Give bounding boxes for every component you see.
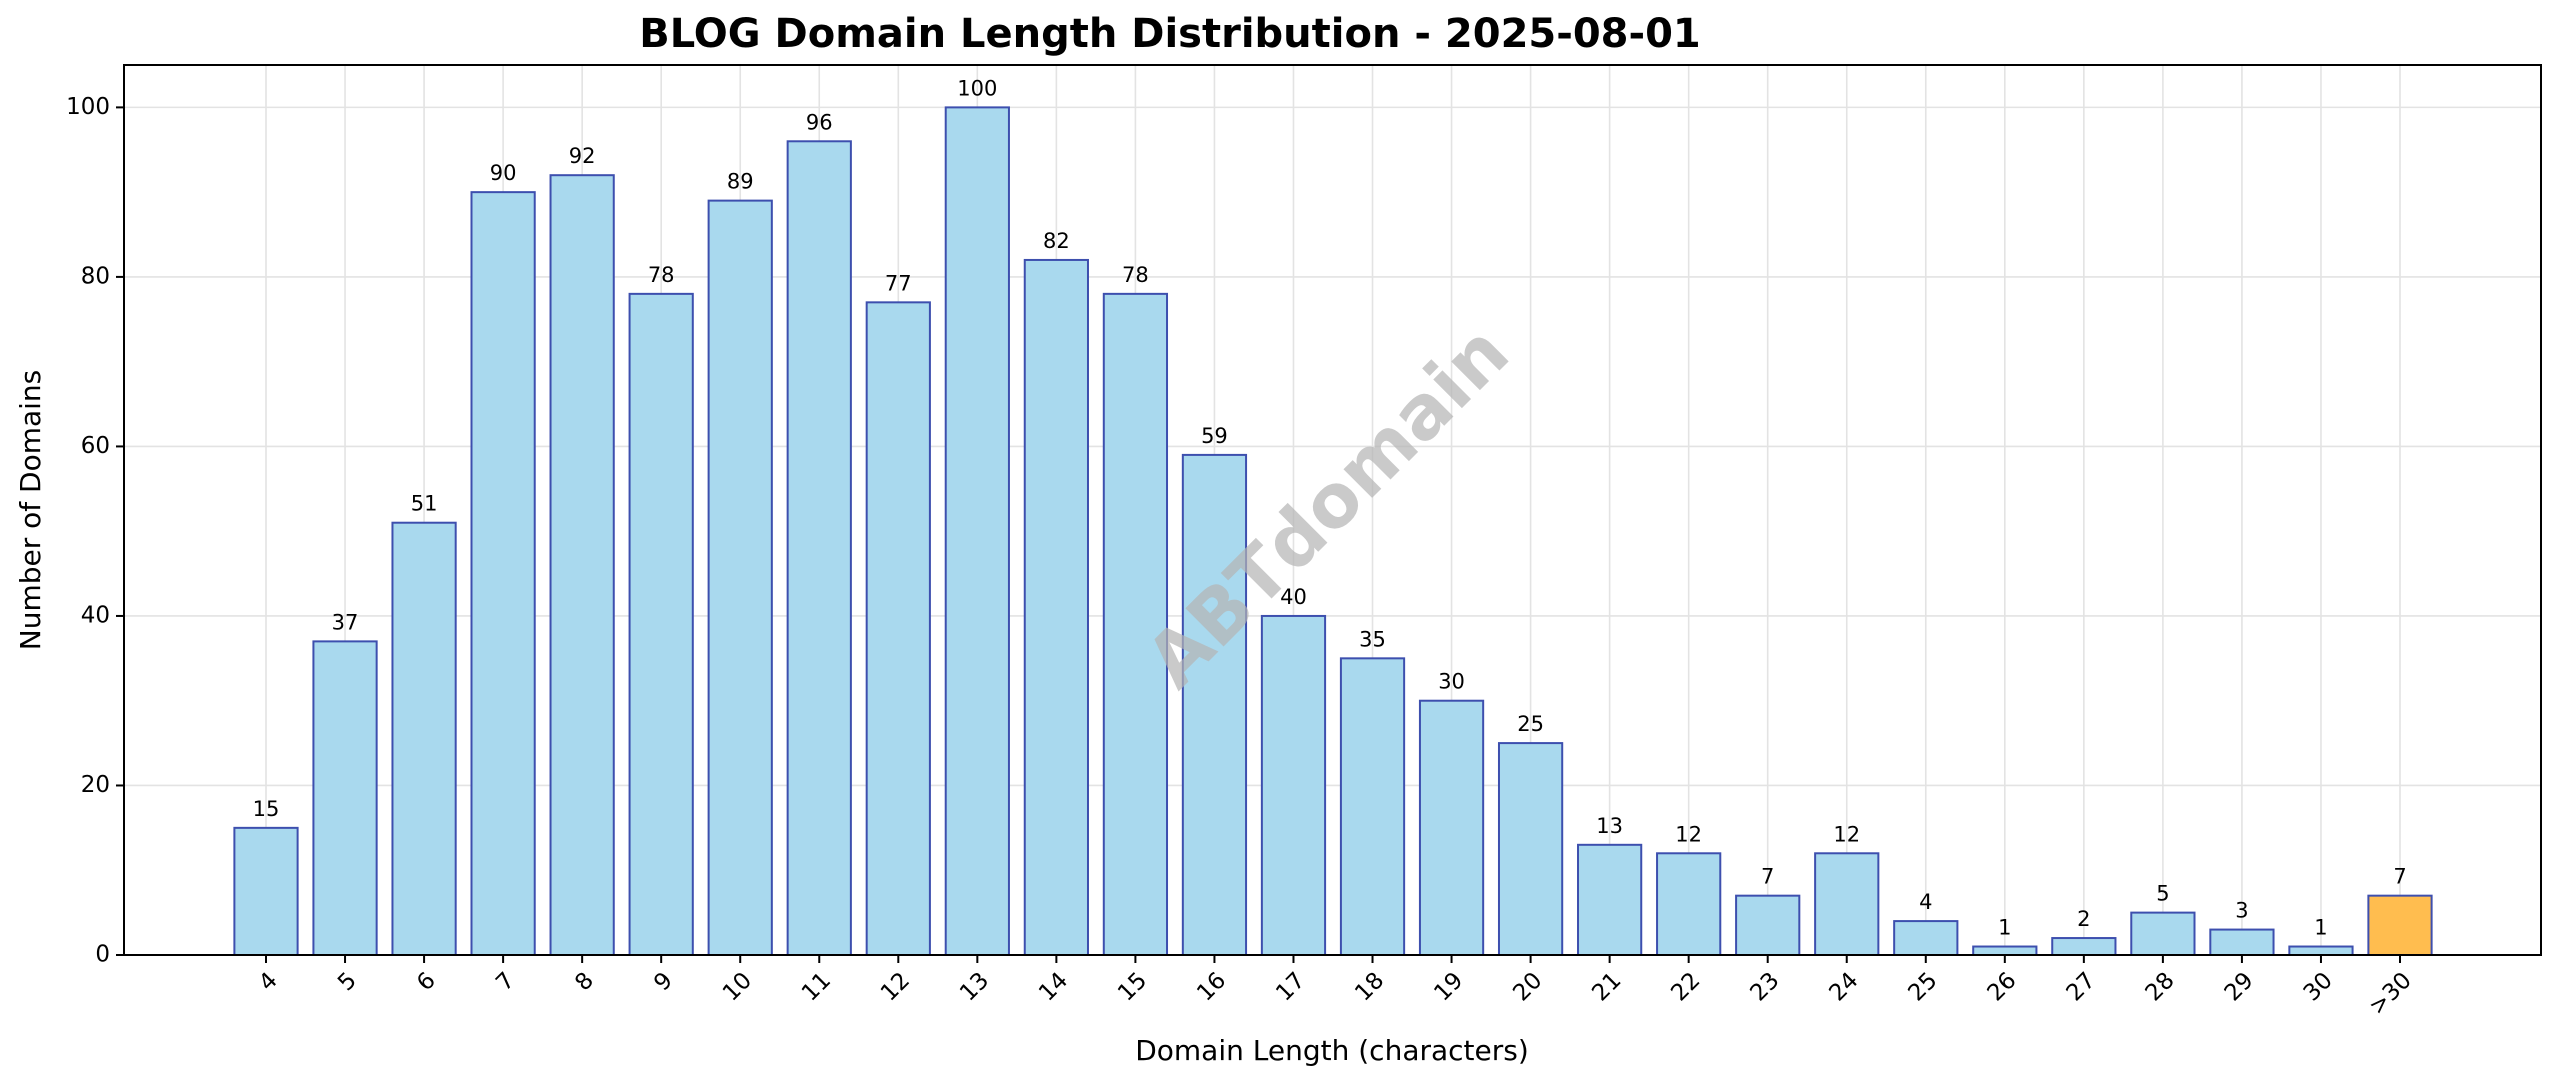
value-label: 59 bbox=[1201, 424, 1228, 448]
value-label: 30 bbox=[1438, 670, 1465, 694]
bar bbox=[1181, 453, 1248, 956]
axes-frame bbox=[123, 64, 2542, 956]
bars bbox=[233, 106, 2433, 957]
value-label: 51 bbox=[411, 492, 438, 516]
bar bbox=[1102, 292, 1169, 957]
value-label: 13 bbox=[1596, 814, 1623, 838]
bar bbox=[391, 521, 457, 956]
value-label: 89 bbox=[727, 170, 754, 194]
value-label: 3 bbox=[2235, 899, 2248, 923]
bar bbox=[2209, 928, 2275, 956]
bar bbox=[1339, 657, 1406, 956]
bar bbox=[1814, 852, 1880, 956]
bar bbox=[1972, 945, 2038, 956]
value-label: 12 bbox=[1833, 822, 1860, 846]
bar bbox=[233, 826, 299, 956]
value-label: 15 bbox=[253, 797, 280, 821]
value-label: 96 bbox=[806, 110, 833, 134]
bar bbox=[707, 199, 773, 957]
value-label: 77 bbox=[885, 271, 912, 295]
chart-title: BLOG Domain Length Distribution - 2025-0… bbox=[639, 11, 1701, 57]
value-label: 37 bbox=[332, 610, 359, 634]
y-tick-label: 20 bbox=[81, 772, 110, 798]
bar bbox=[549, 174, 615, 956]
bar bbox=[786, 140, 852, 957]
y-tick-label: 100 bbox=[66, 94, 110, 120]
value-label: 2 bbox=[2077, 907, 2090, 931]
value-label: 12 bbox=[1675, 822, 1702, 846]
y-tick-label: 60 bbox=[81, 433, 110, 459]
value-label: 7 bbox=[2393, 865, 2406, 889]
bar bbox=[628, 292, 694, 957]
y-tick-label: 80 bbox=[81, 263, 110, 289]
bar bbox=[1497, 742, 1564, 956]
bar bbox=[1577, 843, 1643, 956]
value-label: 1 bbox=[2314, 916, 2327, 940]
value-label: 82 bbox=[1043, 229, 1070, 253]
bar bbox=[2051, 937, 2117, 956]
value-label: 5 bbox=[2156, 882, 2169, 906]
bar bbox=[2367, 894, 2433, 957]
bar bbox=[944, 106, 1010, 956]
value-label: 25 bbox=[1517, 712, 1544, 736]
bar bbox=[1023, 258, 1089, 956]
bar bbox=[1418, 699, 1485, 957]
value-label: 92 bbox=[569, 144, 596, 168]
y-tick-label: 40 bbox=[81, 602, 110, 628]
bar bbox=[1735, 894, 1801, 957]
x-axis-label: Domain Length (characters) bbox=[1135, 1034, 1529, 1067]
value-label: 78 bbox=[648, 263, 675, 287]
value-label: 78 bbox=[1122, 263, 1149, 287]
bar bbox=[1893, 920, 1959, 956]
value-label: 100 bbox=[957, 76, 997, 100]
value-label: 35 bbox=[1359, 627, 1386, 651]
value-label: 40 bbox=[1280, 585, 1307, 609]
bar bbox=[2130, 911, 2196, 956]
bar bbox=[312, 640, 378, 957]
bar bbox=[1656, 852, 1722, 956]
value-label: 90 bbox=[490, 161, 517, 185]
y-axis-label: Number of Domains bbox=[14, 370, 47, 651]
y-tick-label: 0 bbox=[95, 942, 110, 968]
bar bbox=[2288, 945, 2354, 956]
value-label: 1 bbox=[1998, 916, 2011, 940]
value-label: 7 bbox=[1761, 865, 1774, 889]
bar bbox=[865, 301, 931, 957]
bar bbox=[470, 191, 536, 956]
value-label: 4 bbox=[1919, 890, 1932, 914]
bar bbox=[1260, 614, 1327, 956]
